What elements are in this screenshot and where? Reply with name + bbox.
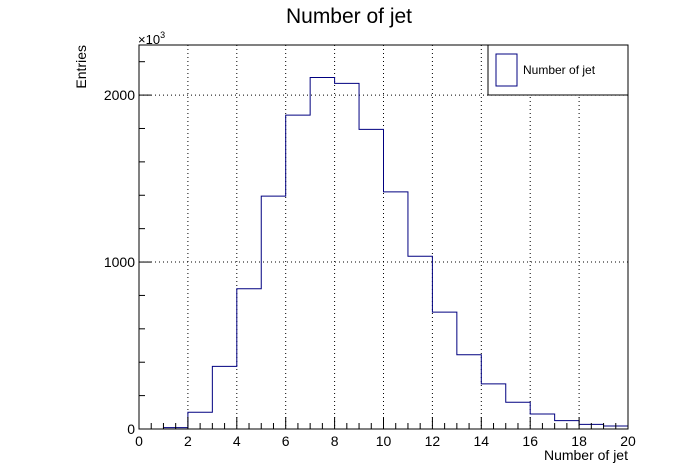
x-axis-label: Number of jet bbox=[544, 447, 628, 463]
x-tick-label: 16 bbox=[522, 433, 538, 449]
y-tick-label: 2000 bbox=[104, 87, 135, 103]
histogram-outline bbox=[139, 77, 629, 430]
histogram-bin bbox=[237, 289, 261, 429]
histogram-bin bbox=[310, 78, 334, 429]
histogram-bin bbox=[408, 256, 432, 429]
legend-box bbox=[487, 44, 629, 96]
histogram-bin bbox=[432, 312, 456, 429]
x-tick-label: 10 bbox=[376, 433, 392, 449]
histogram-bars bbox=[139, 77, 629, 430]
y-tick-label: 0 bbox=[127, 421, 135, 437]
histogram-bin bbox=[335, 83, 359, 429]
histogram-bin bbox=[261, 196, 285, 429]
axes bbox=[138, 61, 629, 430]
legend-swatch bbox=[495, 53, 518, 87]
x-tick-label: 0 bbox=[135, 433, 143, 449]
x-tick-label: 14 bbox=[474, 433, 490, 449]
x-tick-label: 20 bbox=[620, 433, 636, 449]
x-tick-label: 6 bbox=[282, 433, 290, 449]
x-tick-label: 4 bbox=[233, 433, 241, 449]
histogram-bin bbox=[457, 355, 481, 429]
histogram-bin bbox=[212, 366, 236, 429]
x-tick-label: 2 bbox=[184, 433, 192, 449]
x-tick-label: 18 bbox=[571, 433, 587, 449]
chart-title: Number of jet bbox=[286, 5, 412, 28]
legend-entry: Number of jet bbox=[523, 63, 596, 77]
x-tick-label: 12 bbox=[425, 433, 441, 449]
histogram-bin bbox=[359, 129, 383, 429]
histogram-bin bbox=[286, 115, 310, 429]
legend: Number of jet bbox=[487, 44, 629, 96]
tick-labels: 0 2 4 6 8 10 12 14 16 18 20 0 1000 2000 bbox=[104, 87, 636, 449]
x-tick-label: 8 bbox=[331, 433, 339, 449]
y-tick-label: 1000 bbox=[104, 254, 135, 270]
histogram-bin bbox=[481, 384, 505, 429]
grid bbox=[139, 45, 628, 429]
y-axis-multiplier: ×103 bbox=[138, 30, 165, 47]
y-axis-label: Entries bbox=[73, 45, 89, 89]
histogram-bin bbox=[384, 192, 408, 429]
